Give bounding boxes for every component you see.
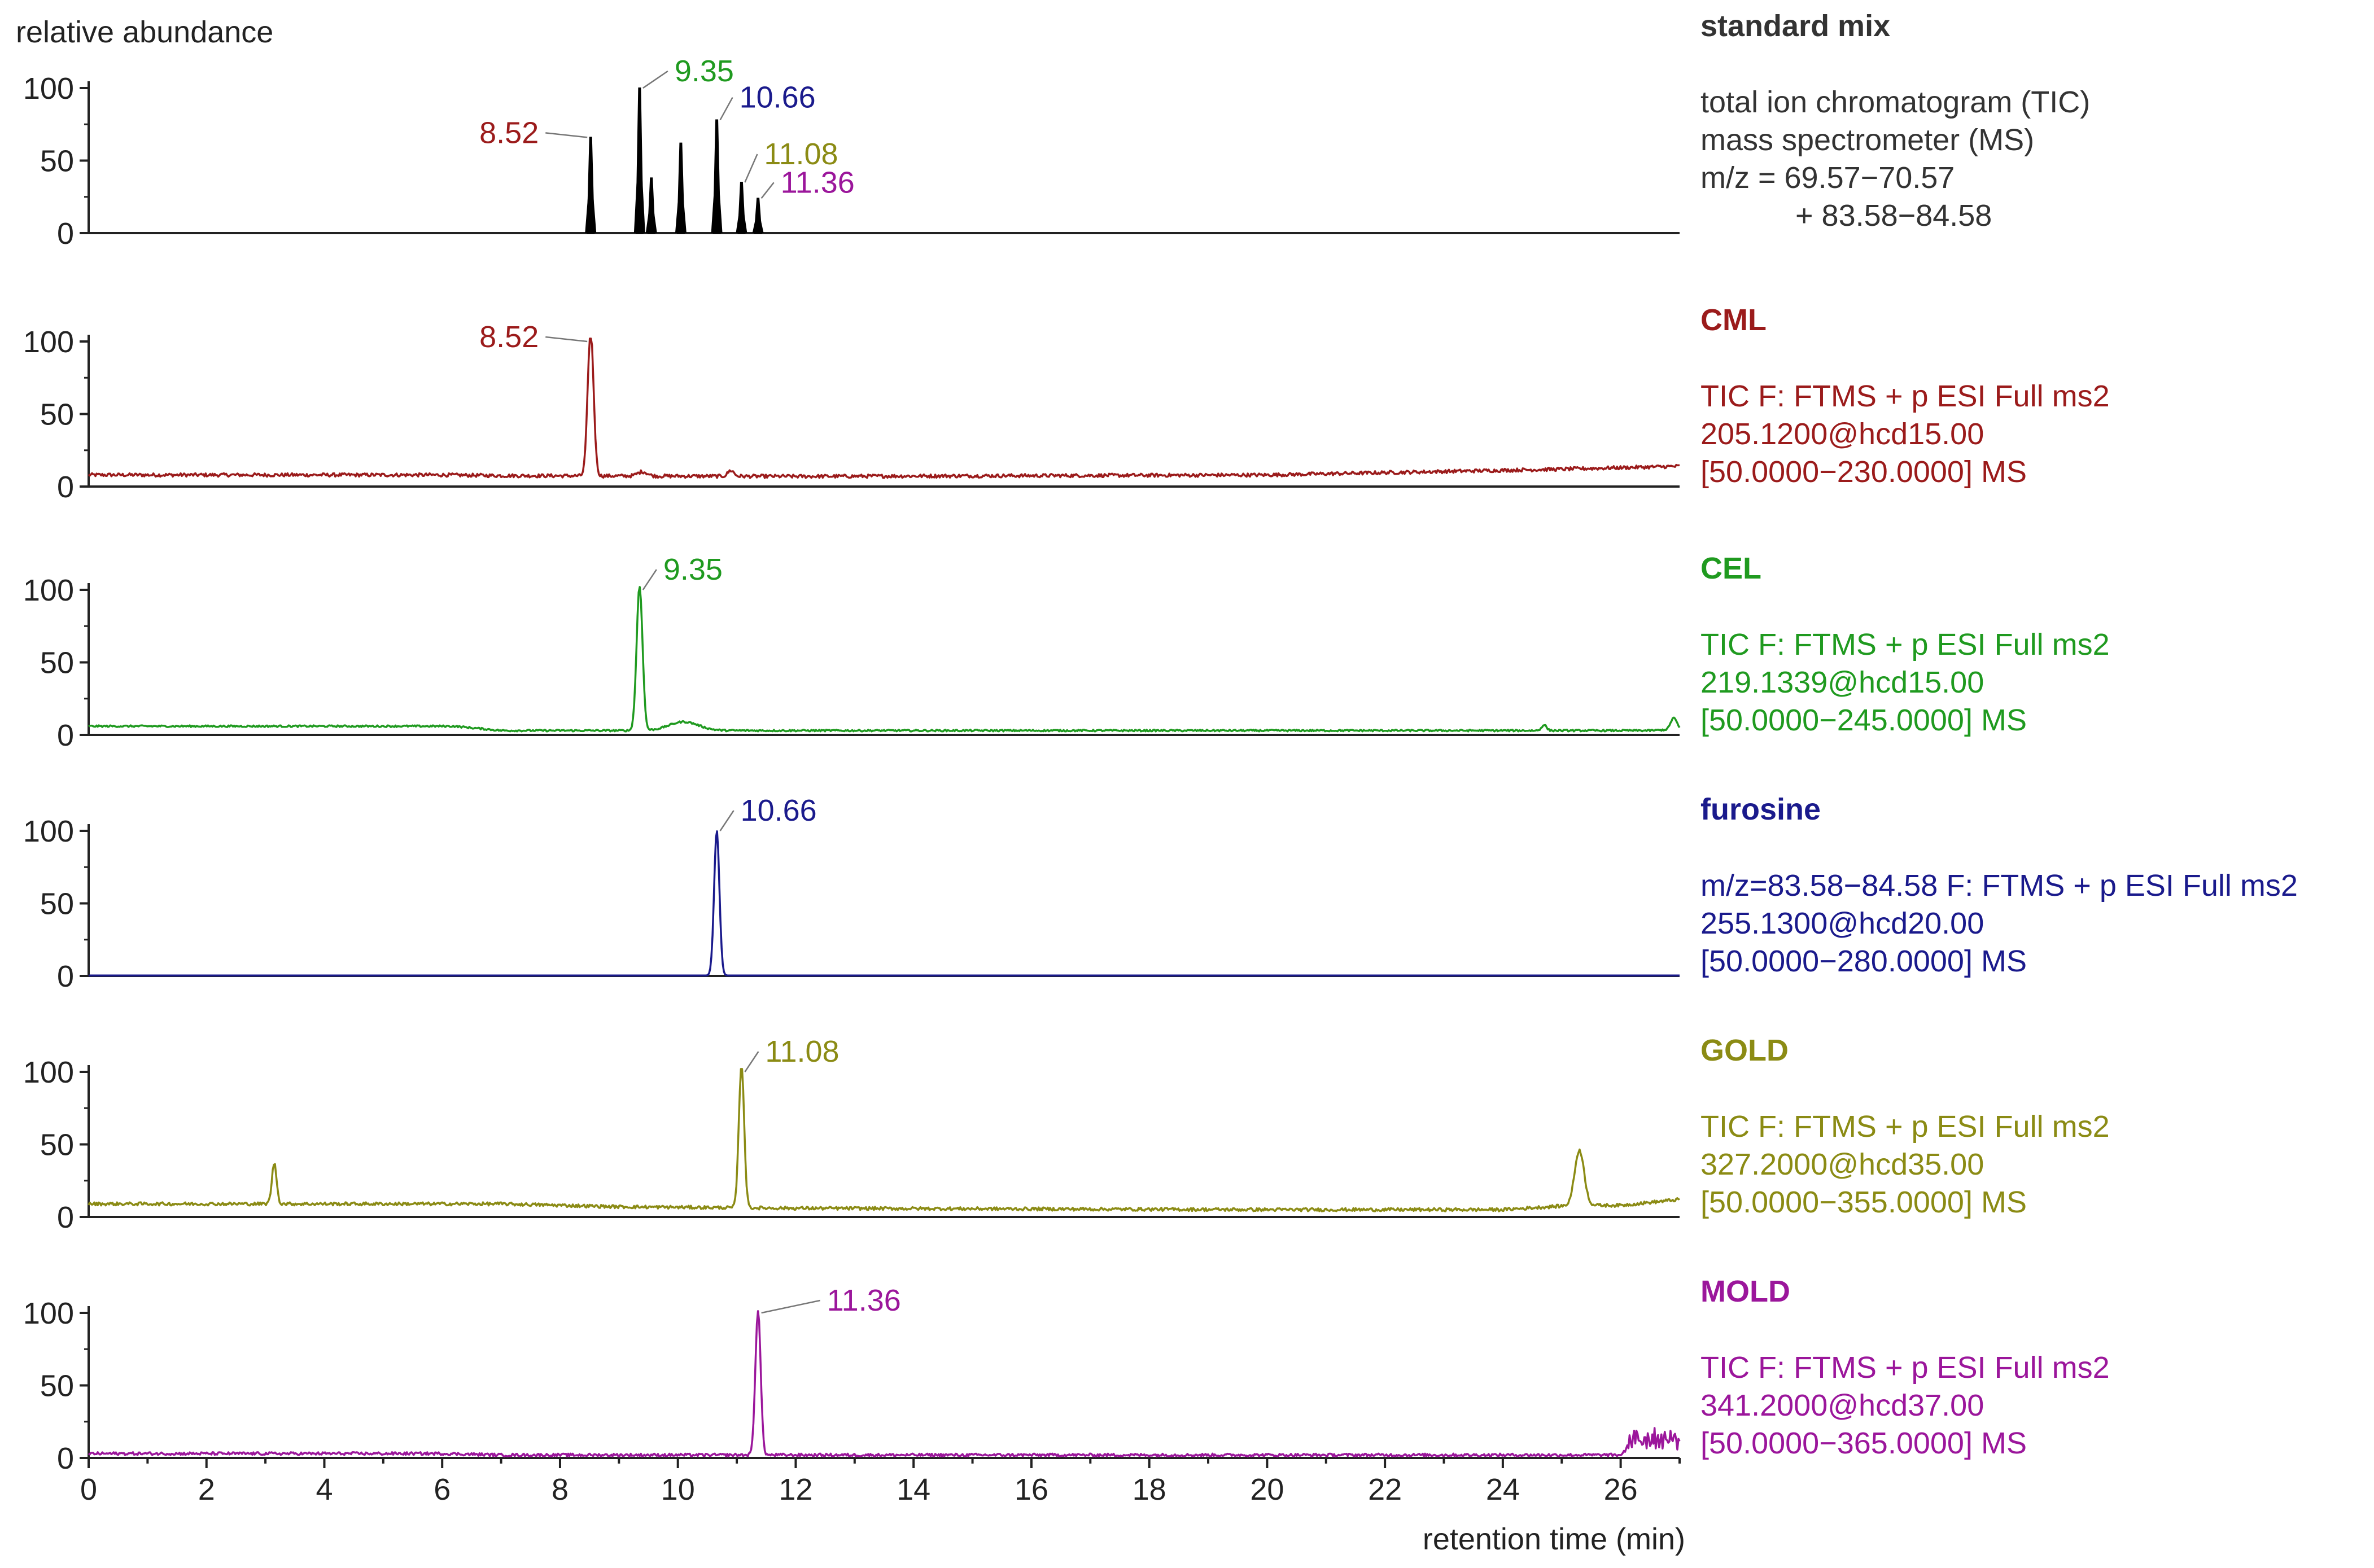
panel-description-line: m/z=83.58−84.58 F: FTMS + p ESI Full ms2 — [1700, 869, 2298, 903]
y-tick-label: 100 — [23, 814, 74, 848]
label-leader — [642, 70, 668, 89]
y-tick-label: 50 — [40, 887, 74, 921]
panel-description-line: TIC F: FTMS + p ESI Full ms2 — [1700, 379, 2110, 413]
panel-title: MOLD — [1700, 1274, 1790, 1308]
label-leader — [719, 810, 735, 831]
panel-description-line: [50.0000−355.0000] MS — [1700, 1185, 2027, 1219]
panel-description-line: TIC F: FTMS + p ESI Full ms2 — [1700, 1110, 2110, 1144]
peak-mark-base — [711, 182, 723, 233]
panel-description-line: 205.1200@hcd15.00 — [1700, 417, 1984, 451]
peak-label: 10.66 — [740, 81, 816, 115]
peak-mark-base — [675, 192, 687, 233]
peak-label: 11.08 — [764, 137, 838, 171]
peak-label: 11.36 — [827, 1284, 901, 1317]
trace-line — [88, 338, 1680, 479]
label-leader — [761, 1299, 820, 1314]
trace-line — [88, 1068, 1680, 1212]
panel-title: CEL — [1700, 551, 1761, 585]
panel-description-line: 341.2000@hcd37.00 — [1700, 1389, 1984, 1422]
peak-mark-base — [736, 210, 747, 233]
panel-mold: 0 50 100 11.36 MOLD TIC F: FTMS + p ESI Full … — [23, 1274, 2110, 1475]
panel-description-line: TIC F: FTMS + p ESI Full ms2 — [1700, 1351, 2110, 1385]
y-tick-label: 50 — [40, 646, 74, 680]
y-tick-label: 100 — [23, 1297, 74, 1330]
label-leader — [760, 182, 775, 199]
panel-description-line: + 83.58−84.58 — [1795, 199, 1992, 233]
panel-description-line: 255.1300@hcd20.00 — [1700, 906, 1984, 940]
x-tick-label: 12 — [779, 1473, 812, 1506]
label-leader — [545, 132, 588, 138]
label-leader — [642, 569, 657, 590]
y-tick-label: 50 — [40, 1369, 74, 1403]
panel-gold: 0 50 100 11.08 GOLD TIC F: FTMS + p ESI Full … — [23, 1033, 2110, 1234]
x-tick-label: 10 — [661, 1473, 695, 1506]
y-tick-label: 100 — [23, 573, 74, 607]
x-tick-label: 26 — [1604, 1473, 1638, 1506]
x-tick-label: 16 — [1015, 1473, 1048, 1506]
panel-description-line: [50.0000−280.0000] MS — [1700, 944, 2027, 978]
panel-description-line: [50.0000−230.0000] MS — [1700, 455, 2027, 489]
y-tick-label: 0 — [57, 719, 74, 752]
panel-title: furosine — [1700, 792, 1821, 826]
y-tick-label: 100 — [23, 72, 74, 106]
peak-mark-base — [645, 208, 657, 233]
panel-description-line: 327.2000@hcd35.00 — [1700, 1147, 1984, 1181]
label-leader — [744, 154, 758, 183]
panel-cml: 0 50 100 8.52 CML TIC F: FTMS + p ESI Full ms… — [23, 303, 2110, 504]
panel-title: GOLD — [1700, 1033, 1789, 1067]
x-tick-label: 6 — [434, 1473, 451, 1506]
panel-description-line: TIC F: FTMS + p ESI Full ms2 — [1700, 628, 2110, 662]
panel-title: standard mix — [1700, 9, 1890, 43]
y-tick-label: 0 — [57, 1442, 74, 1475]
peak-label: 9.35 — [675, 54, 734, 88]
y-tick-label: 50 — [40, 398, 74, 432]
panel-description-line: [50.0000−245.0000] MS — [1700, 703, 2027, 737]
panel-description-line: m/z = 69.57−70.57 — [1700, 161, 1955, 195]
panel-description-line: total ion chromatogram (TIC) — [1700, 85, 2090, 119]
peak-label: 8.52 — [479, 320, 539, 354]
peak-label: 11.36 — [781, 165, 855, 199]
x-tick-label: 8 — [552, 1473, 569, 1506]
trace-line — [89, 830, 1680, 976]
y-tick-label: 100 — [23, 325, 74, 359]
peak-label: 9.35 — [663, 553, 723, 586]
panel-description-line: mass spectrometer (MS) — [1700, 123, 2034, 157]
label-leader — [719, 97, 733, 121]
trace-line — [88, 1310, 1681, 1458]
x-tick-label: 18 — [1133, 1473, 1166, 1506]
y-tick-label: 0 — [57, 960, 74, 993]
label-leader — [545, 336, 588, 343]
x-tick-label: 22 — [1368, 1473, 1402, 1506]
x-tick-label: 20 — [1250, 1473, 1284, 1506]
panel-description-line: [50.0000−365.0000] MS — [1700, 1426, 2027, 1460]
y-tick-label: 0 — [57, 470, 74, 504]
x-tick-label: 4 — [316, 1473, 333, 1506]
panel-title: CML — [1700, 303, 1767, 337]
x-axis-label: retention time (min) — [1423, 1522, 1685, 1556]
peak-mark-base — [633, 168, 645, 233]
peak-mark-base — [752, 217, 764, 233]
x-tick-label: 24 — [1486, 1473, 1520, 1506]
y-tick-label: 0 — [57, 217, 74, 251]
peak-label: 8.52 — [479, 116, 539, 150]
x-tick-label: 2 — [198, 1473, 215, 1506]
y-tick-label: 50 — [40, 1128, 74, 1162]
peak-mark-base — [585, 190, 597, 233]
y-tick-label: 100 — [23, 1055, 74, 1089]
trace-line — [88, 586, 1681, 733]
peak-label: 10.66 — [741, 794, 817, 827]
y-axis-label: relative abundance — [16, 15, 273, 49]
peak-label: 11.08 — [765, 1035, 839, 1068]
x-axis: 0 2 4 6 8 10 12 14 16 18 20 22 24 26 — [80, 1458, 1681, 1506]
x-tick-label: 14 — [897, 1473, 930, 1506]
y-tick-label: 0 — [57, 1201, 74, 1234]
panel-furosine: 0 50 100 10.66 furosine m/z=83.58−84.58 F: FT… — [23, 792, 2298, 993]
y-tick-label: 50 — [40, 144, 74, 178]
label-leader — [744, 1051, 759, 1072]
x-tick-label: 0 — [80, 1473, 97, 1506]
panel-description-line: 219.1339@hcd15.00 — [1700, 665, 1984, 699]
panel-cel: 0 50 100 9.35 CEL TIC F: FTMS + p ESI Full ms… — [23, 551, 2110, 752]
